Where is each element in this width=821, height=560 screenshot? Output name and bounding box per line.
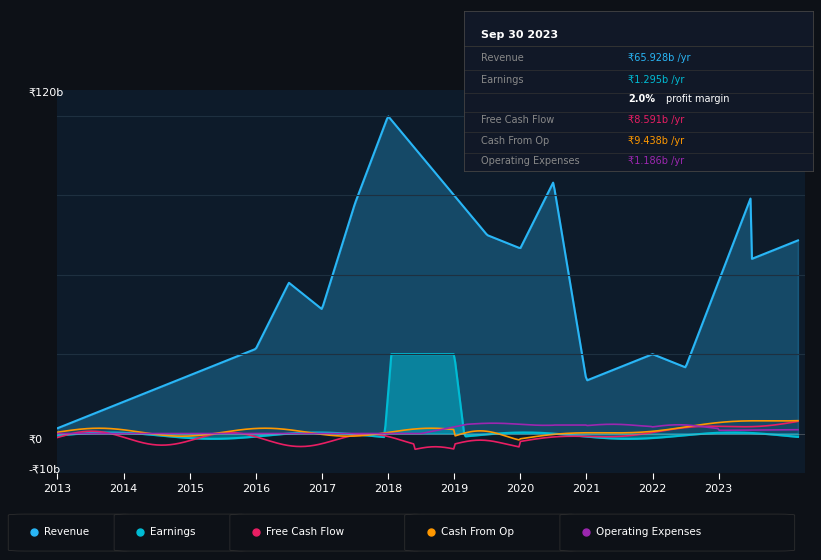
Text: ₹9.438b /yr: ₹9.438b /yr — [628, 136, 684, 146]
Text: ₹1.295b /yr: ₹1.295b /yr — [628, 75, 684, 85]
FancyBboxPatch shape — [8, 514, 135, 551]
Text: ₹8.591b /yr: ₹8.591b /yr — [628, 115, 684, 125]
Text: Operating Expenses: Operating Expenses — [596, 527, 701, 537]
Text: profit margin: profit margin — [667, 94, 730, 104]
Text: ₹65.928b /yr: ₹65.928b /yr — [628, 53, 690, 63]
Text: Earnings: Earnings — [481, 75, 524, 85]
Text: Earnings: Earnings — [150, 527, 195, 537]
Text: 2.0%: 2.0% — [628, 94, 655, 104]
FancyBboxPatch shape — [114, 514, 250, 551]
Text: Free Cash Flow: Free Cash Flow — [481, 115, 554, 125]
Text: Sep 30 2023: Sep 30 2023 — [481, 30, 558, 40]
Text: Revenue: Revenue — [481, 53, 524, 63]
FancyBboxPatch shape — [230, 514, 425, 551]
Text: Cash From Op: Cash From Op — [441, 527, 514, 537]
Text: ₹120b: ₹120b — [29, 87, 64, 97]
Text: ₹1.186b /yr: ₹1.186b /yr — [628, 156, 684, 166]
FancyBboxPatch shape — [405, 514, 580, 551]
Text: -₹10b: -₹10b — [29, 464, 61, 474]
FancyBboxPatch shape — [560, 514, 795, 551]
Text: Cash From Op: Cash From Op — [481, 136, 549, 146]
Text: Revenue: Revenue — [44, 527, 89, 537]
Text: Operating Expenses: Operating Expenses — [481, 156, 580, 166]
Text: Free Cash Flow: Free Cash Flow — [266, 527, 344, 537]
Text: ₹0: ₹0 — [29, 435, 43, 445]
